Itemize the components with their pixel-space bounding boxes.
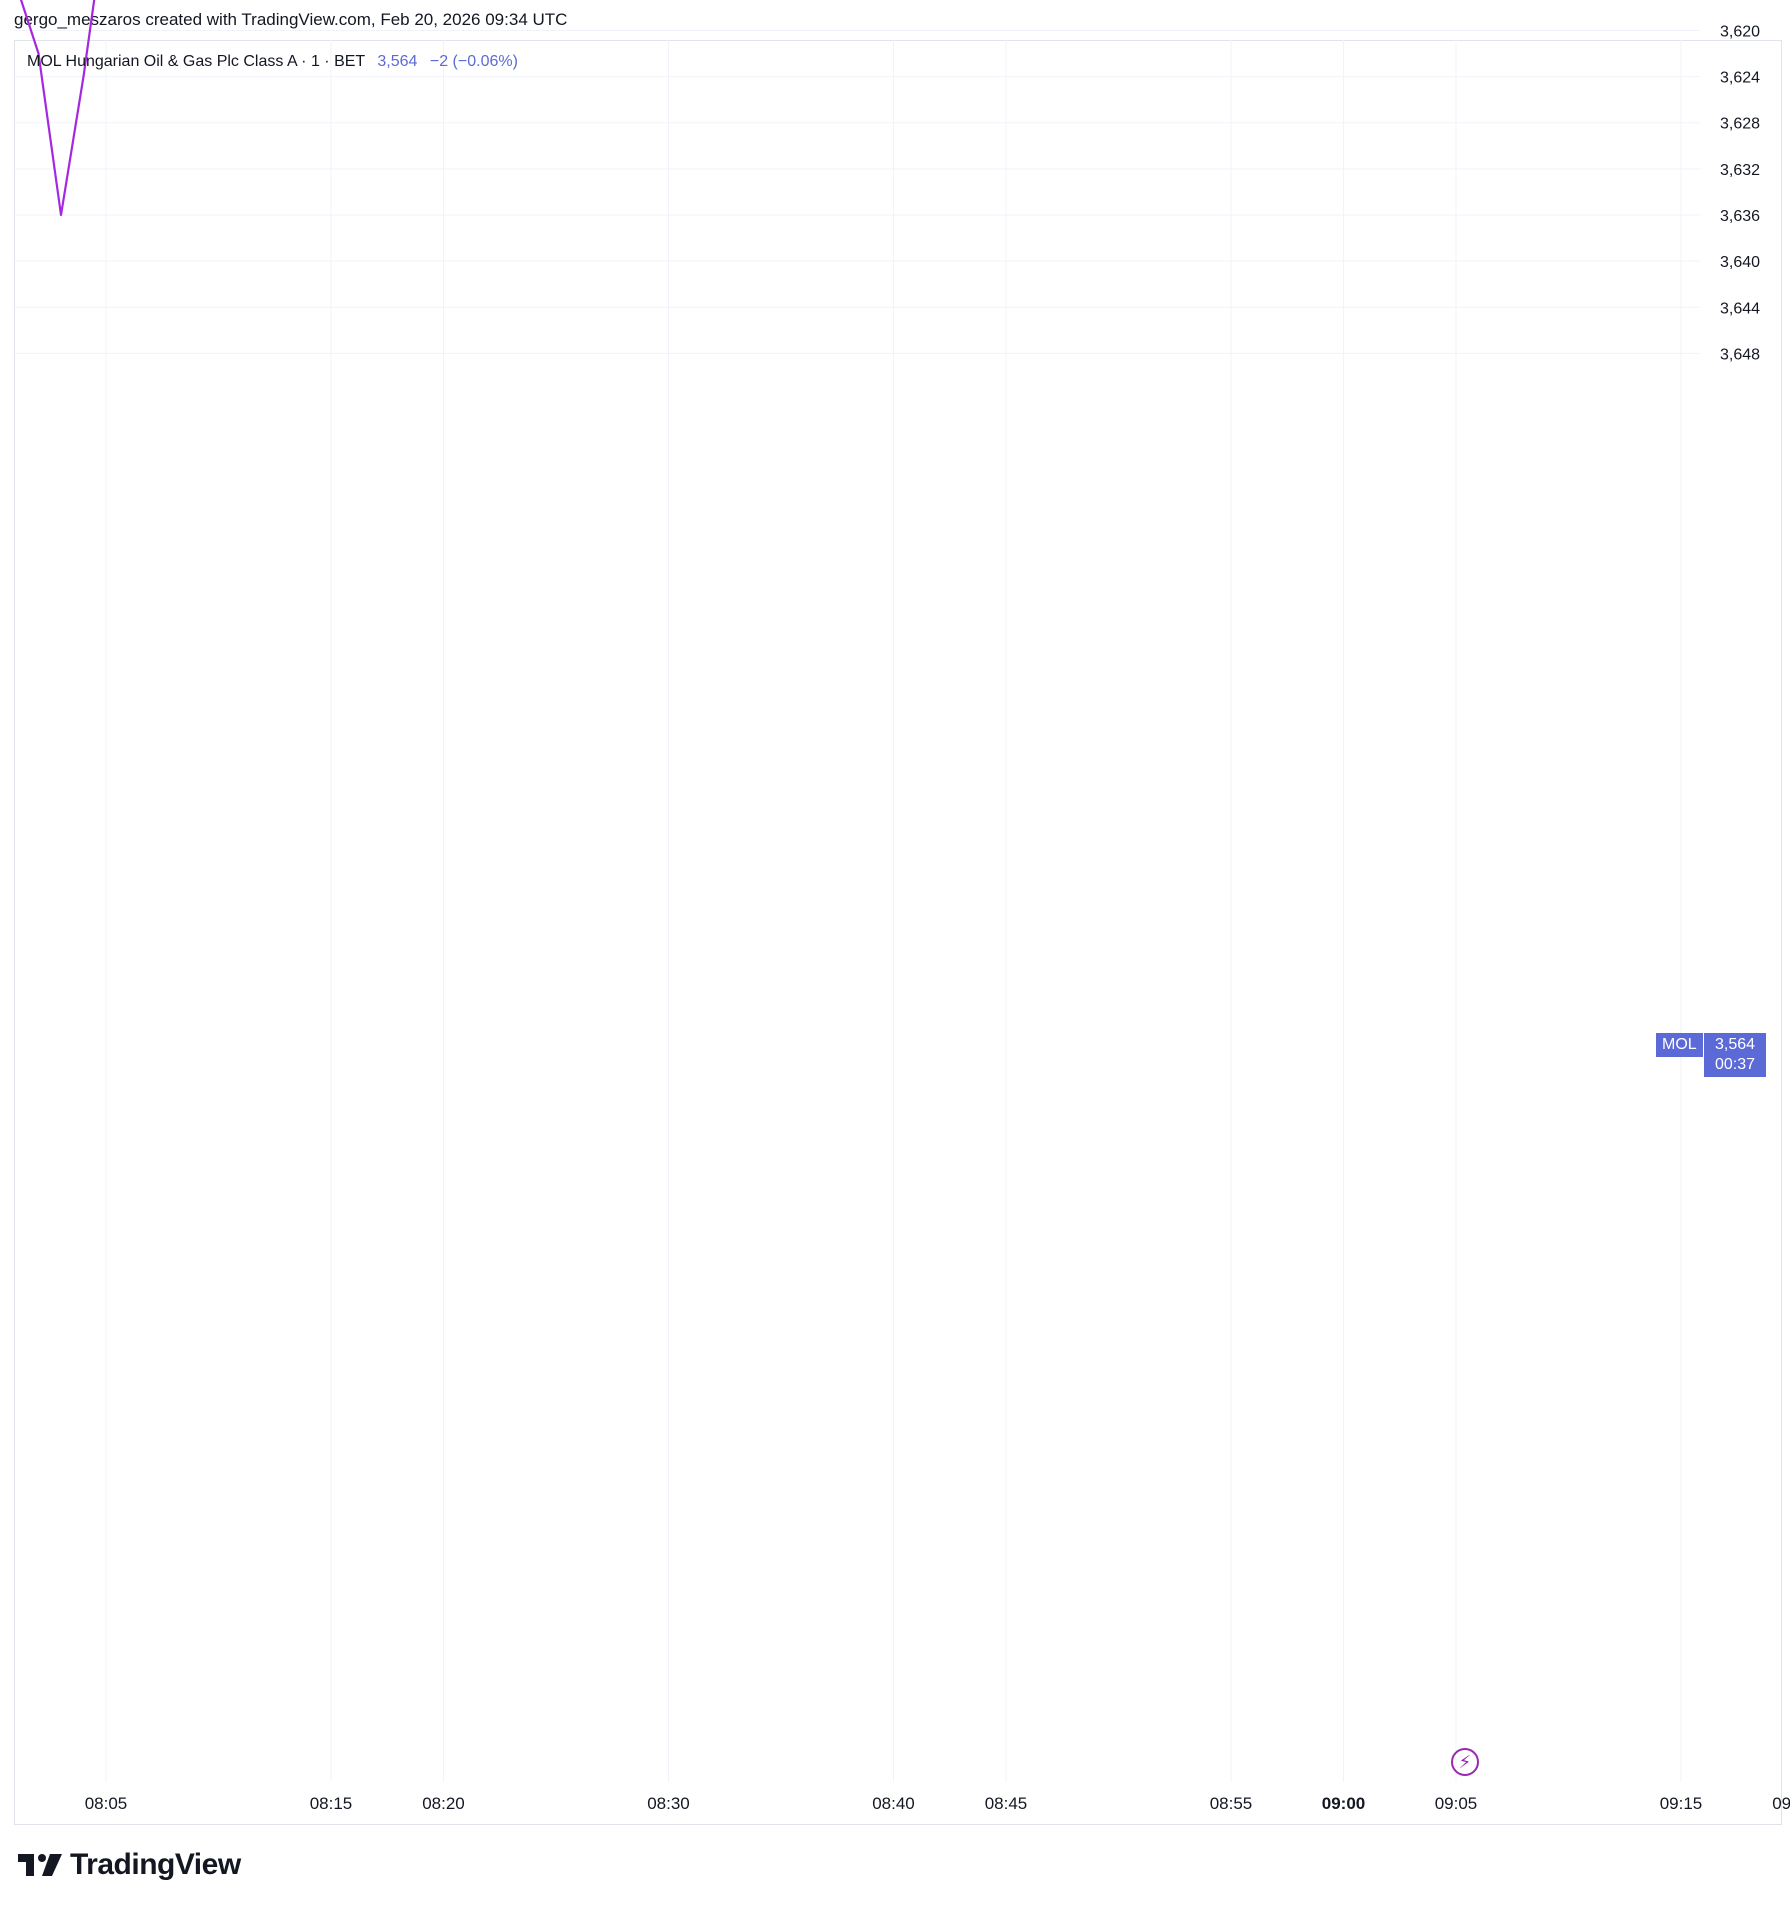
x-tick-label: 09:00 (1322, 1794, 1365, 1813)
x-tick-label: 09:20 (1772, 1794, 1790, 1813)
x-tick-label: 08:45 (985, 1794, 1028, 1813)
x-tick-label: 08:30 (647, 1794, 690, 1813)
tradingview-logo[interactable]: TradingView (18, 1848, 241, 1882)
chart-caption: gergo_meszaros created with TradingView.… (14, 10, 568, 29)
y-tick-label: 3,644 (1720, 300, 1760, 317)
legend-price: 3,564 (377, 53, 418, 70)
x-tick-label: 08:20 (422, 1794, 465, 1813)
ticker-tag: MOL (1656, 1033, 1703, 1057)
y-tick-label: 3,636 (1720, 208, 1760, 225)
price-series-line (19, 0, 96, 217)
brand-name: TradingView (70, 1848, 241, 1881)
x-tick-label: 09:15 (1660, 1794, 1703, 1813)
y-tick-label: 3,632 (1720, 162, 1760, 179)
tradingview-mark-icon (18, 1854, 62, 1876)
y-tick-label: 3,648 (1720, 346, 1760, 363)
y-tick-label: 3,628 (1720, 116, 1760, 133)
chart-frame (14, 40, 1782, 1825)
x-tick-label: 08:40 (872, 1794, 915, 1813)
price-tag-value: 3,564 (1714, 1036, 1756, 1053)
x-tick-label: 09:05 (1435, 1794, 1478, 1813)
x-tick-label: 08:55 (1210, 1794, 1253, 1813)
x-tick-label: 08:05 (85, 1794, 128, 1813)
y-tick-label: 3,620 (1720, 23, 1760, 40)
legend-symbol: MOL Hungarian Oil & Gas Plc Class A · 1 … (27, 53, 365, 70)
price-tag: 3,564 00:37 (1704, 1033, 1766, 1077)
lightning-icon[interactable]: ⚡ (1451, 1748, 1479, 1776)
y-tick-label: 3,624 (1720, 70, 1760, 87)
x-tick-label: 08:15 (310, 1794, 353, 1813)
symbol-legend[interactable]: MOL Hungarian Oil & Gas Plc Class A · 1 … (27, 53, 518, 71)
legend-change: −2 (−0.06%) (429, 53, 518, 70)
y-tick-label: 3,640 (1720, 254, 1760, 271)
price-tag-countdown: 00:37 (1714, 1056, 1756, 1073)
